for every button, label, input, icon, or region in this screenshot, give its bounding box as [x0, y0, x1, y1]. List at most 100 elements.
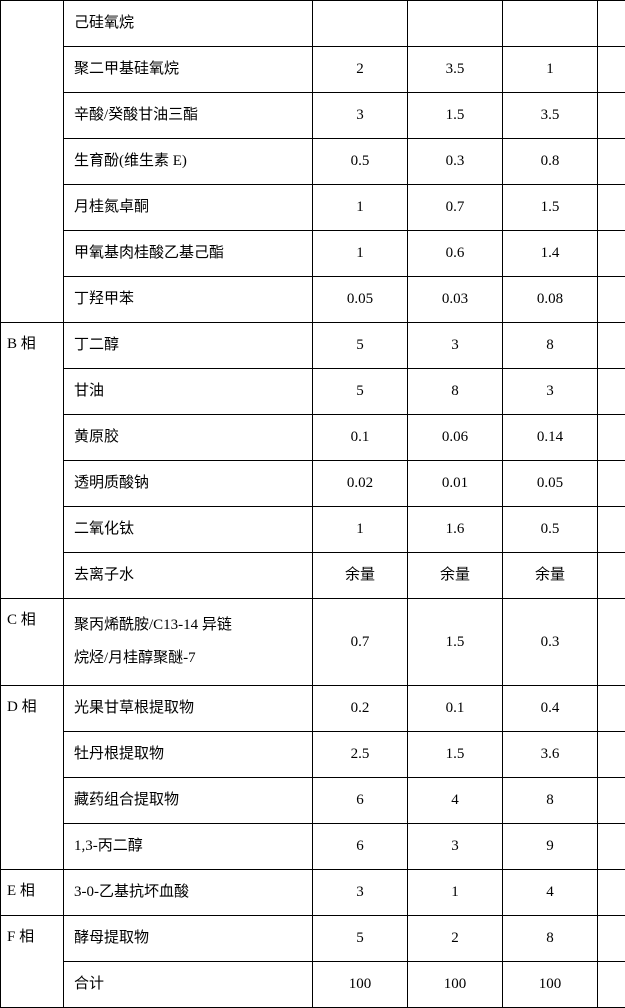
value-cell: 0.4 — [503, 686, 598, 732]
ingredient-name-cell: 甘油 — [64, 369, 313, 415]
table-row: 聚二甲基硅氧烷23.512 — [1, 47, 625, 93]
ingredient-table: 己硅氧烷聚二甲基硅氧烷23.512辛酸/癸酸甘油三酯31.53.53生育酚(维生… — [0, 0, 625, 1008]
ingredient-name-cell: 藏药组合提取物 — [64, 778, 313, 824]
value-cell: 0.7 — [313, 599, 408, 686]
phase-cell: E 相 — [1, 870, 64, 916]
value-cell: 100 — [598, 962, 625, 1008]
table-row: 1,3-丙二醇6396 — [1, 824, 625, 870]
phase-cell: F 相 — [1, 916, 64, 1008]
ingredient-name-cell: 合计 — [64, 962, 313, 1008]
value-cell: 0.5 — [598, 139, 625, 185]
value-cell: 3.5 — [408, 47, 503, 93]
value-cell: 0.06 — [408, 415, 503, 461]
value-cell: 0.8 — [503, 139, 598, 185]
value-cell: 余量 — [503, 553, 598, 599]
value-cell: 0.7 — [408, 185, 503, 231]
phase-cell: D 相 — [1, 686, 64, 870]
table-row: 辛酸/癸酸甘油三酯31.53.53 — [1, 93, 625, 139]
value-cell: 1.5 — [503, 185, 598, 231]
value-cell: 余量 — [408, 553, 503, 599]
value-cell: 4 — [408, 778, 503, 824]
value-cell: 2.5 — [313, 732, 408, 778]
value-cell: 1 — [598, 507, 625, 553]
table-row: 去离子水余量余量余量余量 — [1, 553, 625, 599]
value-cell: 0.3 — [503, 599, 598, 686]
table-container: 己硅氧烷聚二甲基硅氧烷23.512辛酸/癸酸甘油三酯31.53.53生育酚(维生… — [0, 0, 625, 1008]
ingredient-name-cell: 去离子水 — [64, 553, 313, 599]
value-cell: 1 — [503, 47, 598, 93]
ingredient-name-cell: 3-0-乙基抗坏血酸 — [64, 870, 313, 916]
value-cell: 1.4 — [503, 231, 598, 277]
ingredient-name-cell: 二氧化钛 — [64, 507, 313, 553]
value-cell: 6 — [313, 824, 408, 870]
table-row: 丁羟甲苯0.050.030.080.05 — [1, 277, 625, 323]
value-cell — [408, 1, 503, 47]
value-cell: 0.08 — [503, 277, 598, 323]
value-cell: 1 — [313, 507, 408, 553]
value-cell: 100 — [313, 962, 408, 1008]
value-cell: 余量 — [313, 553, 408, 599]
phase-cell — [1, 1, 64, 323]
ingredient-name-cell: 辛酸/癸酸甘油三酯 — [64, 93, 313, 139]
value-cell: 9 — [503, 824, 598, 870]
value-cell: 6 — [313, 778, 408, 824]
value-cell: 0.7 — [598, 599, 625, 686]
table-row: 藏药组合提取物6480 — [1, 778, 625, 824]
value-cell: 8 — [503, 323, 598, 369]
table-row: E 相3-0-乙基抗坏血酸3143 — [1, 870, 625, 916]
value-cell: 0.5 — [313, 139, 408, 185]
value-cell: 1.6 — [408, 507, 503, 553]
ingredient-name-cell: 黄原胶 — [64, 415, 313, 461]
value-cell: 100 — [408, 962, 503, 1008]
value-cell: 2.5 — [598, 732, 625, 778]
table-row: 牡丹根提取物2.51.53.62.5 — [1, 732, 625, 778]
value-cell: 5 — [598, 369, 625, 415]
value-cell: 3.5 — [503, 93, 598, 139]
value-cell: 0.5 — [503, 507, 598, 553]
value-cell — [503, 1, 598, 47]
value-cell: 3 — [503, 369, 598, 415]
value-cell: 3 — [598, 870, 625, 916]
value-cell: 1 — [313, 231, 408, 277]
ingredient-name-cell: 生育酚(维生素 E) — [64, 139, 313, 185]
value-cell: 3 — [598, 93, 625, 139]
value-cell — [313, 1, 408, 47]
value-cell: 余量 — [598, 553, 625, 599]
value-cell: 8 — [503, 916, 598, 962]
value-cell: 3 — [408, 824, 503, 870]
table-row: C 相聚丙烯酰胺/C13-14 异链烷烃/月桂醇聚醚-70.71.50.30.7 — [1, 599, 625, 686]
value-cell: 1 — [408, 870, 503, 916]
value-cell: 0 — [598, 778, 625, 824]
value-cell: 100 — [503, 962, 598, 1008]
value-cell: 0.05 — [598, 277, 625, 323]
phase-cell: C 相 — [1, 599, 64, 686]
table-row: B 相丁二醇5385 — [1, 323, 625, 369]
table-row: 月桂氮卓酮10.71.51 — [1, 185, 625, 231]
value-cell: 1.5 — [408, 93, 503, 139]
value-cell: 0.05 — [313, 277, 408, 323]
value-cell: 5 — [313, 916, 408, 962]
value-cell: 3 — [313, 93, 408, 139]
value-cell: 1.5 — [408, 732, 503, 778]
table-row: 生育酚(维生素 E)0.50.30.80.5 — [1, 139, 625, 185]
value-cell: 0.6 — [408, 231, 503, 277]
value-cell: 1 — [598, 231, 625, 277]
value-cell: 0.02 — [313, 461, 408, 507]
ingredient-name-cell: 光果甘草根提取物 — [64, 686, 313, 732]
ingredient-name-cell: 牡丹根提取物 — [64, 732, 313, 778]
value-cell: 0.2 — [313, 686, 408, 732]
value-cell: 0.1 — [408, 686, 503, 732]
table-row: 黄原胶0.10.060.140.1 — [1, 415, 625, 461]
value-cell: 3 — [313, 870, 408, 916]
value-cell: 1 — [598, 185, 625, 231]
value-cell: 5 — [598, 323, 625, 369]
value-cell: 8 — [503, 778, 598, 824]
value-cell: 5 — [313, 323, 408, 369]
table-row: 合计100100100100 — [1, 962, 625, 1008]
ingredient-name-cell: 丁羟甲苯 — [64, 277, 313, 323]
value-cell: 5 — [313, 369, 408, 415]
ingredient-name-cell: 月桂氮卓酮 — [64, 185, 313, 231]
value-cell: 0.03 — [408, 277, 503, 323]
ingredient-name-cell: 丁二醇 — [64, 323, 313, 369]
ingredient-name-cell: 1,3-丙二醇 — [64, 824, 313, 870]
